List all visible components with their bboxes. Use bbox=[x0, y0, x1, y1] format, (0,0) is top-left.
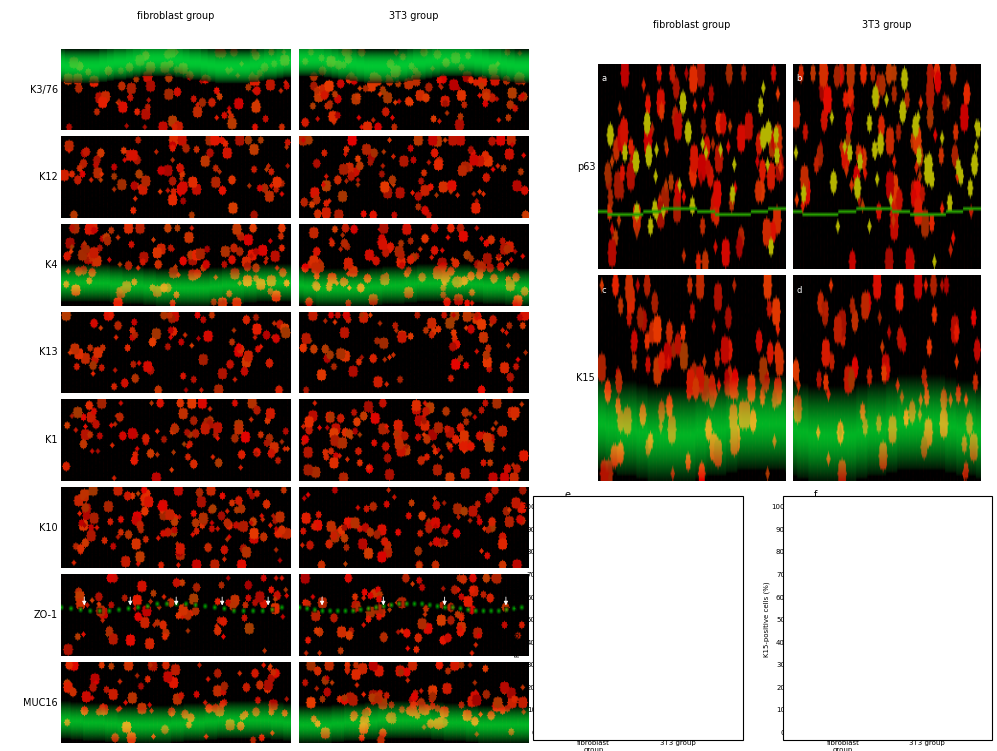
Text: K15: K15 bbox=[576, 373, 595, 383]
Text: 3T3 group: 3T3 group bbox=[389, 11, 439, 21]
Text: *: * bbox=[633, 583, 638, 592]
Text: p63: p63 bbox=[576, 161, 595, 171]
Text: e: e bbox=[564, 490, 570, 500]
Bar bbox=[575, 626, 612, 732]
Y-axis label: P63-positive cells (%): P63-positive cells (%) bbox=[514, 582, 520, 657]
Text: K4: K4 bbox=[45, 260, 58, 270]
Text: f: f bbox=[814, 490, 817, 500]
Text: 3T3 group: 3T3 group bbox=[861, 20, 911, 30]
Text: K3/76: K3/76 bbox=[30, 85, 58, 95]
Text: c: c bbox=[602, 285, 606, 294]
Text: MUC16: MUC16 bbox=[23, 698, 58, 707]
Text: K12: K12 bbox=[39, 172, 58, 182]
Text: d: d bbox=[797, 285, 802, 294]
Text: ZO-1: ZO-1 bbox=[34, 610, 58, 620]
Text: K10: K10 bbox=[39, 523, 58, 532]
Text: a: a bbox=[602, 74, 607, 83]
Bar bbox=[659, 665, 696, 732]
Bar bbox=[825, 678, 861, 732]
Text: b: b bbox=[797, 74, 802, 83]
Text: K1: K1 bbox=[45, 435, 58, 445]
Text: K13: K13 bbox=[39, 348, 58, 357]
Text: fibroblast group: fibroblast group bbox=[653, 20, 731, 30]
Y-axis label: K15-positive cells (%): K15-positive cells (%) bbox=[764, 582, 770, 657]
Text: fibroblast group: fibroblast group bbox=[137, 11, 214, 21]
Bar bbox=[908, 687, 945, 732]
